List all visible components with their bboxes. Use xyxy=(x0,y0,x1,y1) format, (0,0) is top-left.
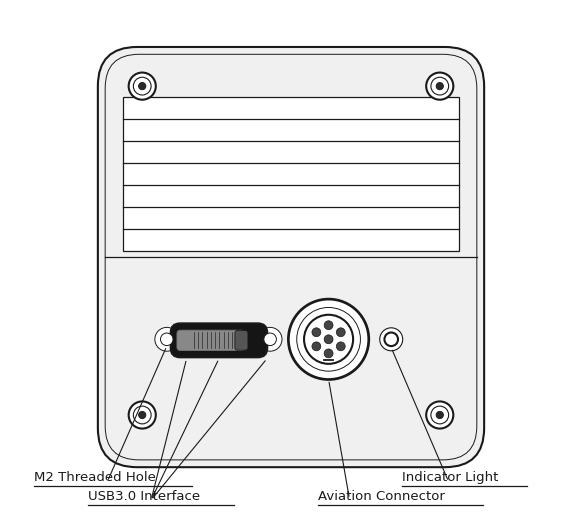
Circle shape xyxy=(139,411,146,419)
Circle shape xyxy=(431,406,449,424)
Circle shape xyxy=(312,328,321,337)
Circle shape xyxy=(431,77,449,95)
Text: USB3.0 Interface: USB3.0 Interface xyxy=(88,490,201,503)
Circle shape xyxy=(379,328,403,351)
Circle shape xyxy=(304,315,353,364)
Text: M2 Threaded Hole: M2 Threaded Hole xyxy=(34,471,156,484)
Text: Aviation Connector: Aviation Connector xyxy=(318,490,445,503)
Circle shape xyxy=(436,411,443,419)
Circle shape xyxy=(155,327,179,351)
Circle shape xyxy=(129,73,156,100)
FancyBboxPatch shape xyxy=(177,330,245,351)
Circle shape xyxy=(133,77,151,95)
Circle shape xyxy=(426,401,453,429)
Circle shape xyxy=(324,349,333,358)
FancyBboxPatch shape xyxy=(98,47,484,467)
Circle shape xyxy=(133,406,151,424)
Circle shape xyxy=(324,321,333,330)
Circle shape xyxy=(336,328,345,337)
Circle shape xyxy=(139,82,146,90)
Circle shape xyxy=(258,327,282,351)
Circle shape xyxy=(264,333,276,346)
FancyBboxPatch shape xyxy=(235,330,248,350)
Circle shape xyxy=(312,342,321,351)
FancyBboxPatch shape xyxy=(123,97,459,251)
Circle shape xyxy=(436,82,443,90)
Circle shape xyxy=(161,333,173,346)
Circle shape xyxy=(336,342,345,351)
FancyBboxPatch shape xyxy=(171,323,267,357)
Circle shape xyxy=(426,73,453,100)
Circle shape xyxy=(385,333,398,346)
Text: Indicator Light: Indicator Light xyxy=(402,471,498,484)
Circle shape xyxy=(129,401,156,429)
Circle shape xyxy=(289,299,369,379)
Circle shape xyxy=(297,307,360,371)
Circle shape xyxy=(324,335,333,344)
